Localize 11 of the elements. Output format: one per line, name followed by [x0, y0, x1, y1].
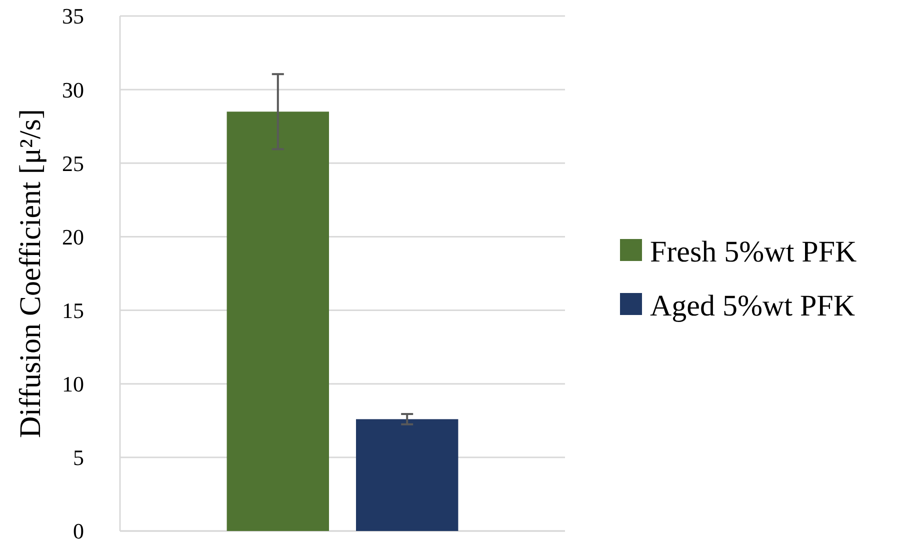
y-tick-label: 15: [62, 298, 84, 323]
y-tick-label: 35: [62, 4, 84, 29]
y-tick-label: 10: [62, 372, 84, 397]
y-tick-label: 30: [62, 77, 84, 102]
y-tick-label: 25: [62, 150, 84, 176]
y-tick-label: 5: [73, 445, 84, 470]
y-axis-title: Diffusion Coefficient [μ²/s]: [14, 109, 47, 438]
legend-label: Aged 5%wt PFK: [650, 290, 856, 322]
y-tick-label: 0: [73, 518, 84, 544]
legend-label: Fresh 5%wt PFK: [650, 236, 858, 268]
y-tick-label: 20: [62, 224, 84, 250]
